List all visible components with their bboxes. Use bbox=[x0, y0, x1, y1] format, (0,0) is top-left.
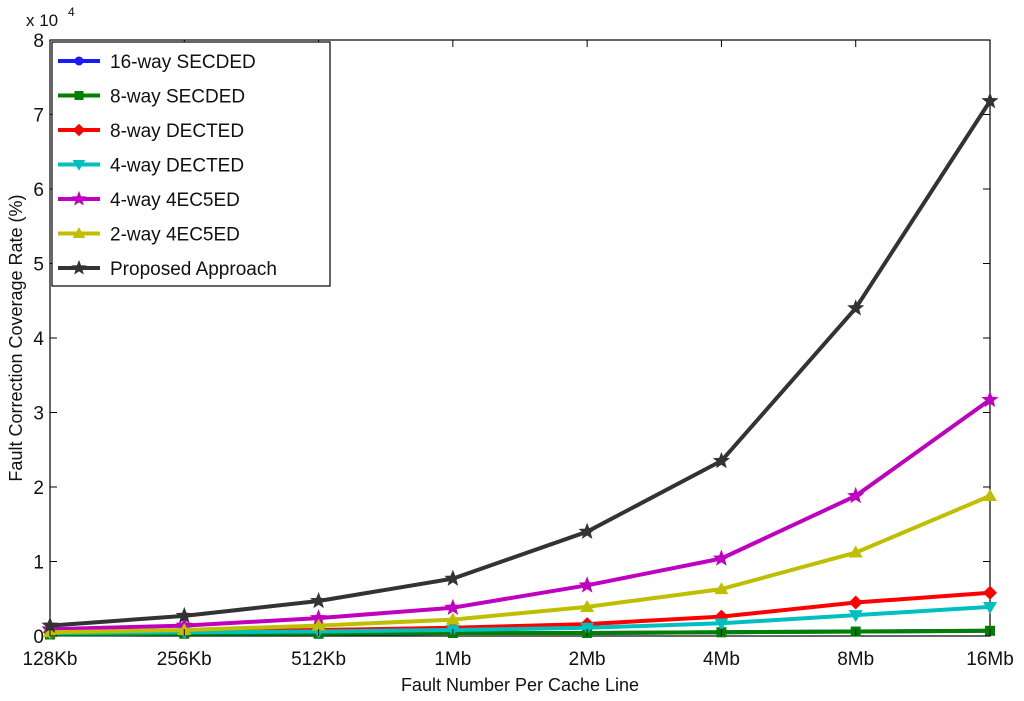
y-tick-label: 4 bbox=[33, 329, 44, 350]
series-line bbox=[49, 604, 991, 635]
legend-swatch-marker bbox=[71, 259, 87, 275]
x-tick-label: 256Kb bbox=[157, 649, 212, 670]
x-tick-label: 4Mb bbox=[703, 649, 740, 670]
legend-label: 8-way SECDED bbox=[110, 87, 245, 108]
data-point bbox=[444, 598, 462, 615]
data-point bbox=[714, 582, 729, 595]
data-point bbox=[981, 92, 999, 109]
legend-label: 4-way DECTED bbox=[110, 156, 244, 177]
series-line bbox=[49, 494, 991, 635]
data-point bbox=[580, 599, 595, 612]
data-point bbox=[714, 618, 729, 631]
legend-swatch-marker bbox=[72, 160, 86, 171]
data-point bbox=[175, 606, 193, 624]
data-point bbox=[983, 601, 997, 614]
x-tick-label: 1Mb bbox=[434, 649, 471, 670]
data-point bbox=[712, 451, 730, 469]
data-point bbox=[983, 488, 997, 501]
y-scale-label: x 10 bbox=[26, 11, 58, 30]
legend: 16-way SECDED 8-way SECDED 8-way DECTED 4-w… bbox=[51, 41, 331, 287]
legend-label: Proposed Approach bbox=[110, 259, 277, 280]
data-point bbox=[41, 616, 59, 633]
x-tick-label: 128Kb bbox=[23, 649, 78, 670]
axes-layer: 0 1 2 3 4 5 6 7 8 128Kb 256Kb 512Kb 1Mb 2Mb 4Mb 8Mb 16Mb bbox=[23, 31, 1014, 670]
data-point bbox=[712, 549, 730, 566]
y-tick-label: 3 bbox=[33, 404, 44, 425]
legend-swatch-marker bbox=[74, 91, 84, 100]
y-scale-exponent: 4 bbox=[68, 5, 75, 19]
legend-swatch-marker bbox=[72, 227, 86, 238]
series-layer bbox=[41, 92, 999, 641]
x-axis-label: Fault Number Per Cache Line bbox=[401, 675, 639, 695]
series-line bbox=[49, 100, 992, 628]
data-point bbox=[848, 595, 863, 610]
legend-swatch-marker bbox=[71, 190, 87, 206]
y-axis-label: Fault Correction Coverage Rate (%) bbox=[6, 194, 26, 481]
legend-swatch-marker bbox=[74, 56, 84, 66]
data-point bbox=[983, 585, 997, 600]
data-point bbox=[310, 609, 328, 626]
data-point bbox=[311, 618, 326, 631]
x-tick-label: 16Mb bbox=[966, 649, 1014, 670]
y-tick-label: 6 bbox=[33, 180, 44, 201]
legend-label: 8-way DECTED bbox=[110, 121, 244, 142]
x-tick-label: 512Kb bbox=[291, 649, 346, 670]
data-point bbox=[847, 299, 865, 316]
x-tick-label: 8Mb bbox=[837, 649, 874, 670]
data-point bbox=[578, 576, 596, 593]
y-tick-label: 1 bbox=[33, 553, 44, 574]
data-point bbox=[578, 522, 596, 539]
data-point bbox=[444, 569, 462, 586]
y-tick-label: 2 bbox=[33, 478, 44, 499]
legend-label: 4-way 4EC5ED bbox=[110, 190, 240, 211]
series-line bbox=[49, 398, 992, 632]
legend-swatch-marker bbox=[72, 123, 86, 137]
data-point bbox=[445, 612, 460, 625]
y-tick-label: 0 bbox=[33, 627, 44, 648]
y-tick-label: 8 bbox=[33, 31, 44, 52]
data-point bbox=[580, 622, 595, 635]
x-tick-label: 2Mb bbox=[569, 649, 606, 670]
data-point bbox=[847, 486, 865, 504]
data-point bbox=[310, 592, 328, 609]
y-tick-label: 7 bbox=[33, 106, 44, 127]
legend-label: 16-way SECDED bbox=[110, 52, 256, 73]
data-point bbox=[848, 610, 863, 623]
data-point bbox=[981, 390, 999, 408]
data-point bbox=[848, 545, 863, 558]
legend-label: 2-way 4EC5ED bbox=[110, 225, 240, 246]
y-tick-label: 5 bbox=[33, 255, 44, 276]
